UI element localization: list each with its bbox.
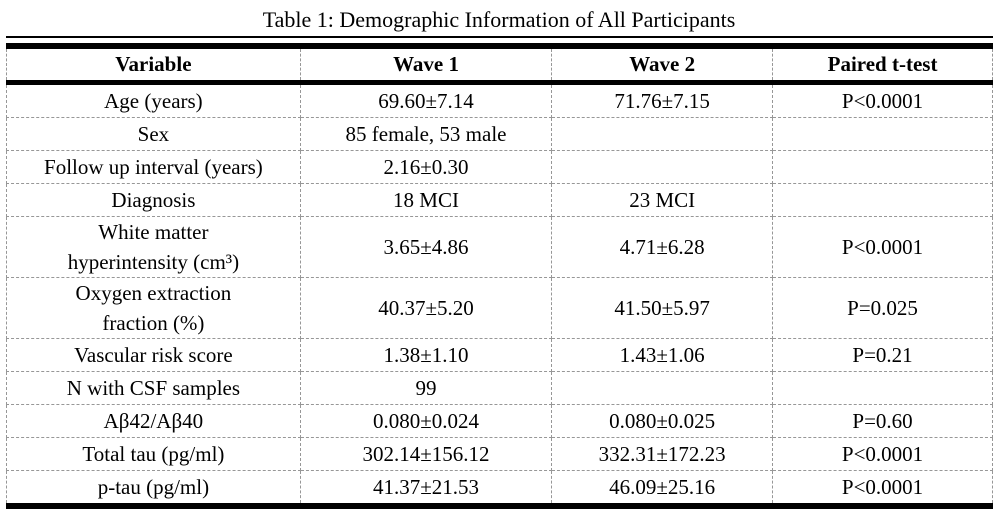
variable-line: White matter	[98, 220, 209, 244]
demographics-table: Variable Wave 1 Wave 2 Paired t-test Age…	[6, 36, 993, 509]
wave1-cell: 3.65±4.86	[299, 216, 553, 278]
wave1-cell: 0.080±0.024	[299, 404, 553, 438]
wave1-cell: 18 MCI	[299, 183, 553, 217]
table-row: N with CSF samples 99	[6, 371, 993, 405]
variable-line: fraction (%)	[102, 311, 205, 335]
wave2-cell: 4.71±6.28	[551, 216, 774, 278]
col-header-wave2: Wave 2	[551, 46, 774, 85]
variable-line: Diagnosis	[111, 188, 196, 212]
ttest-cell: P=0.025	[772, 277, 993, 339]
variable-line: Total tau (pg/ml)	[82, 442, 225, 466]
wave2-cell: 41.50±5.97	[551, 277, 774, 339]
variable-cell: Sex	[6, 117, 301, 151]
table-row: Sex 85 female, 53 male	[6, 117, 993, 151]
wave1-cell: 99	[299, 371, 553, 405]
variable-cell: Follow up interval (years)	[6, 150, 301, 184]
variable-cell: Vascular risk score	[6, 338, 301, 372]
variable-cell: Diagnosis	[6, 183, 301, 217]
table-row: Aβ42/Aβ40 0.080±0.024 0.080±0.025 P=0.60	[6, 404, 993, 438]
table-row: Age (years) 69.60±7.14 71.76±7.15 P<0.0001	[6, 82, 993, 118]
table-row: Vascular risk score 1.38±1.10 1.43±1.06 P=0…	[6, 338, 993, 372]
ttest-cell: P=0.21	[772, 338, 993, 372]
variable-cell: Aβ42/Aβ40	[6, 404, 301, 438]
wave1-cell: 69.60±7.14	[299, 82, 553, 118]
wave2-cell: 0.080±0.025	[551, 404, 774, 438]
variable-line: Aβ42/Aβ40	[103, 409, 204, 433]
variable-line: Age (years)	[104, 89, 203, 113]
wave2-cell: 332.31±172.23	[551, 437, 774, 471]
wave1-cell: 41.37±21.53	[299, 470, 553, 507]
ttest-cell	[772, 150, 993, 184]
variable-cell: Total tau (pg/ml)	[6, 437, 301, 471]
col-header-wave1: Wave 1	[299, 46, 553, 85]
wave1-cell: 1.38±1.10	[299, 338, 553, 372]
wave1-cell: 302.14±156.12	[299, 437, 553, 471]
wave2-cell	[551, 150, 774, 184]
ttest-cell: P<0.0001	[772, 437, 993, 471]
wave2-cell: 23 MCI	[551, 183, 774, 217]
wave2-cell: 1.43±1.06	[551, 338, 774, 372]
variable-line: hyperintensity (cm³)	[67, 250, 240, 274]
wave2-cell	[551, 117, 774, 151]
variable-line: Oxygen extraction	[75, 281, 232, 305]
ttest-cell: P<0.0001	[772, 82, 993, 118]
table-row: Diagnosis 18 MCI 23 MCI	[6, 183, 993, 217]
table-row: White matter hyperintensity (cm³) 3.65±4.8…	[6, 216, 993, 278]
variable-line: Sex	[137, 122, 170, 146]
variable-cell: p-tau (pg/ml)	[6, 470, 301, 507]
variable-line: N with CSF samples	[66, 376, 241, 400]
wave2-cell: 46.09±25.16	[551, 470, 774, 507]
wave1-cell: 85 female, 53 male	[299, 117, 553, 151]
table: Variable Wave 1 Wave 2 Paired t-test Age…	[6, 43, 993, 509]
ttest-cell	[772, 183, 993, 217]
wave2-cell	[551, 371, 774, 405]
wave1-cell: 2.16±0.30	[299, 150, 553, 184]
col-header-paired-ttest: Paired t-test	[772, 46, 993, 85]
table-row: p-tau (pg/ml) 41.37±21.53 46.09±25.16 P<0.0…	[6, 470, 993, 507]
variable-cell: N with CSF samples	[6, 371, 301, 405]
ttest-cell: P<0.0001	[772, 216, 993, 278]
wave2-cell: 71.76±7.15	[551, 82, 774, 118]
wave1-cell: 40.37±5.20	[299, 277, 553, 339]
ttest-cell: P=0.60	[772, 404, 993, 438]
ttest-cell: P<0.0001	[772, 470, 993, 507]
variable-cell: Oxygen extraction fraction (%)	[6, 277, 301, 339]
variable-line: Vascular risk score	[74, 343, 233, 367]
col-header-variable: Variable	[6, 46, 301, 85]
ttest-cell	[772, 117, 993, 151]
table-row: Oxygen extraction fraction (%) 40.37±5.20 4…	[6, 277, 993, 339]
table-row: Follow up interval (years) 2.16±0.30	[6, 150, 993, 184]
ttest-cell	[772, 371, 993, 405]
variable-line: Follow up interval (years)	[44, 155, 263, 179]
table-title: Table 1: Demographic Information of All …	[262, 7, 736, 32]
table-row: Total tau (pg/ml) 302.14±156.12 332.31±172…	[6, 437, 993, 471]
variable-cell: Age (years)	[6, 82, 301, 118]
variable-line: p-tau (pg/ml)	[97, 475, 210, 499]
header-row: Variable Wave 1 Wave 2 Paired t-test	[6, 46, 993, 85]
variable-cell: White matter hyperintensity (cm³)	[6, 216, 301, 278]
